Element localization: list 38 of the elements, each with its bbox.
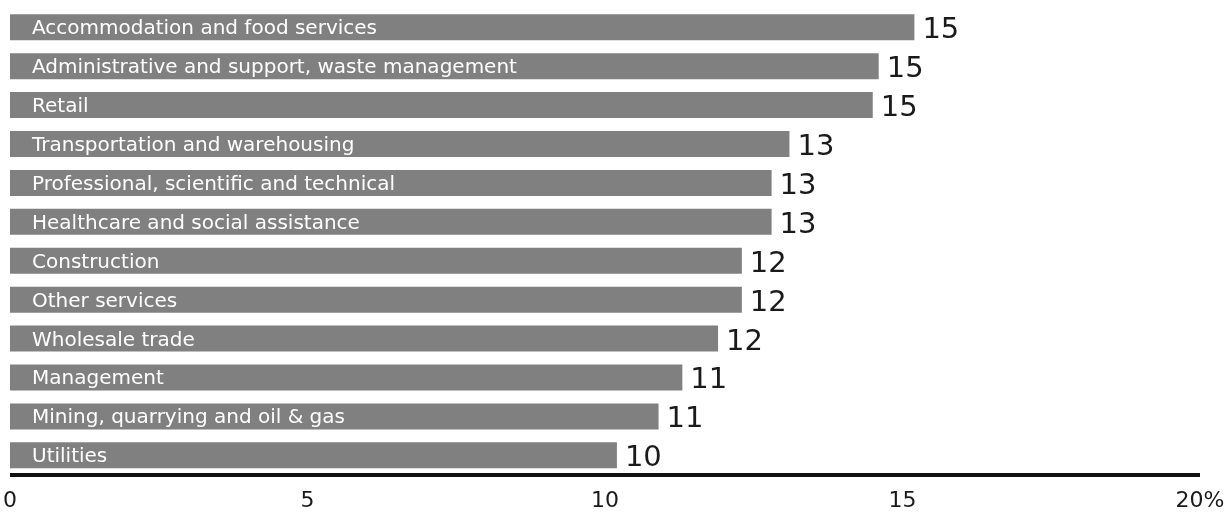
bar [10,442,617,469]
x-tick-label: 15 [888,486,917,512]
y-tick-label: Other services [32,287,178,312]
y-tick-label: Retail [32,93,89,118]
y-tick-label: Transportation and warehousing [31,131,355,156]
y-tick-label: Wholesale trade [32,326,195,351]
data-label: 13 [797,127,835,162]
data-label: 12 [726,322,763,357]
x-tick-label: 5 [300,486,315,512]
bar [10,130,790,157]
bar [10,325,719,352]
data-label: 15 [880,89,918,124]
y-tick-label: Professional, scientific and technical [32,170,396,195]
y-tick-label: Mining, quarrying and oil & gas [32,404,345,429]
data-label: 15 [922,11,960,46]
y-tick-label: Healthcare and social assistance [32,209,360,234]
y-tick-label: Accommodation and food services [32,15,377,40]
data-label: 11 [690,361,728,396]
y-tick-label: Administrative and support, waste management [32,54,518,79]
data-label: 15 [886,50,924,85]
bar [10,92,873,119]
bar [10,247,742,274]
x-tick-label: 10 [591,486,619,512]
data-label: 12 [749,283,787,318]
data-label: 11 [666,400,704,435]
bar [10,208,772,235]
data-label: 10 [624,439,662,474]
y-tick-label: Utilities [32,443,108,468]
data-label: 12 [749,244,787,279]
data-label: 13 [779,166,817,201]
data-label: 13 [779,205,817,240]
bar [10,286,742,313]
y-tick-label: Management [32,365,164,390]
x-tick-label: 20% [1175,486,1225,512]
y-tick-label: Construction [32,248,160,273]
bar [10,14,915,41]
bar [10,364,683,391]
x-tick-label: 0 [3,486,17,512]
